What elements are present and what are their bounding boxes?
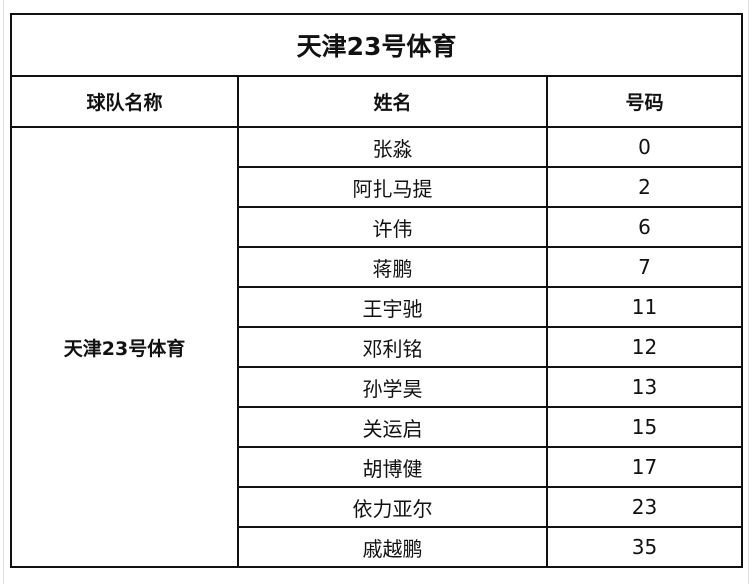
table-row: 孙学昊 13 (11, 366, 744, 408)
team-name-cell: 天津23号体育 (10, 126, 239, 568)
table-row: 阿扎马提 2 (11, 166, 744, 208)
player-name: 依力亚尔 (237, 486, 548, 528)
player-name: 戚越鹏 (237, 526, 548, 568)
table-title: 天津23号体育 (9, 13, 744, 77)
table-row: 邓利铭 12 (11, 326, 744, 368)
player-name: 胡博健 (237, 446, 548, 488)
player-number: 11 (545, 286, 744, 328)
player-name: 王宇驰 (237, 286, 548, 328)
player-number: 12 (545, 326, 744, 368)
header-name: 姓名 (237, 75, 548, 128)
table-row: 关运启 15 (11, 406, 744, 448)
player-number: 6 (545, 206, 744, 248)
page-edge-right (748, 0, 749, 584)
table-row: 天津23号体育 张淼 0 (10, 126, 744, 568)
player-number: 35 (545, 526, 744, 568)
player-name: 孙学昊 (237, 366, 548, 408)
roster-table: 天津23号体育 球队名称 姓名 号码 天津23号体育 张淼 0 阿扎马提 2 许伟 6 蒋鹏 7… (9, 13, 744, 568)
player-name: 蒋鹏 (237, 246, 548, 288)
player-number: 2 (545, 166, 744, 208)
player-number: 23 (545, 486, 744, 528)
player-name: 许伟 (237, 206, 548, 248)
table-row: 戚越鹏 35 (11, 526, 744, 568)
title-row: 天津23号体育 (9, 13, 744, 77)
table-row: 蒋鹏 7 (11, 246, 744, 288)
player-number: 17 (545, 446, 744, 488)
player-name: 阿扎马提 (237, 166, 548, 208)
player-name: 邓利铭 (237, 326, 548, 368)
player-name: 张淼 (237, 126, 548, 168)
header-number: 号码 (545, 75, 744, 128)
player-name: 关运启 (237, 406, 548, 448)
player-number: 13 (545, 366, 744, 408)
table-row: 胡博健 17 (11, 446, 744, 488)
table-row: 王宇驰 11 (11, 286, 744, 328)
table-row: 依力亚尔 23 (11, 486, 744, 528)
page-edge-left (3, 0, 4, 584)
player-number: 15 (545, 406, 744, 448)
header-row: 球队名称 姓名 号码 (10, 75, 744, 128)
player-number: 7 (545, 246, 744, 288)
header-team: 球队名称 (10, 75, 239, 128)
table-row: 许伟 6 (11, 206, 744, 248)
player-number: 0 (545, 126, 744, 168)
